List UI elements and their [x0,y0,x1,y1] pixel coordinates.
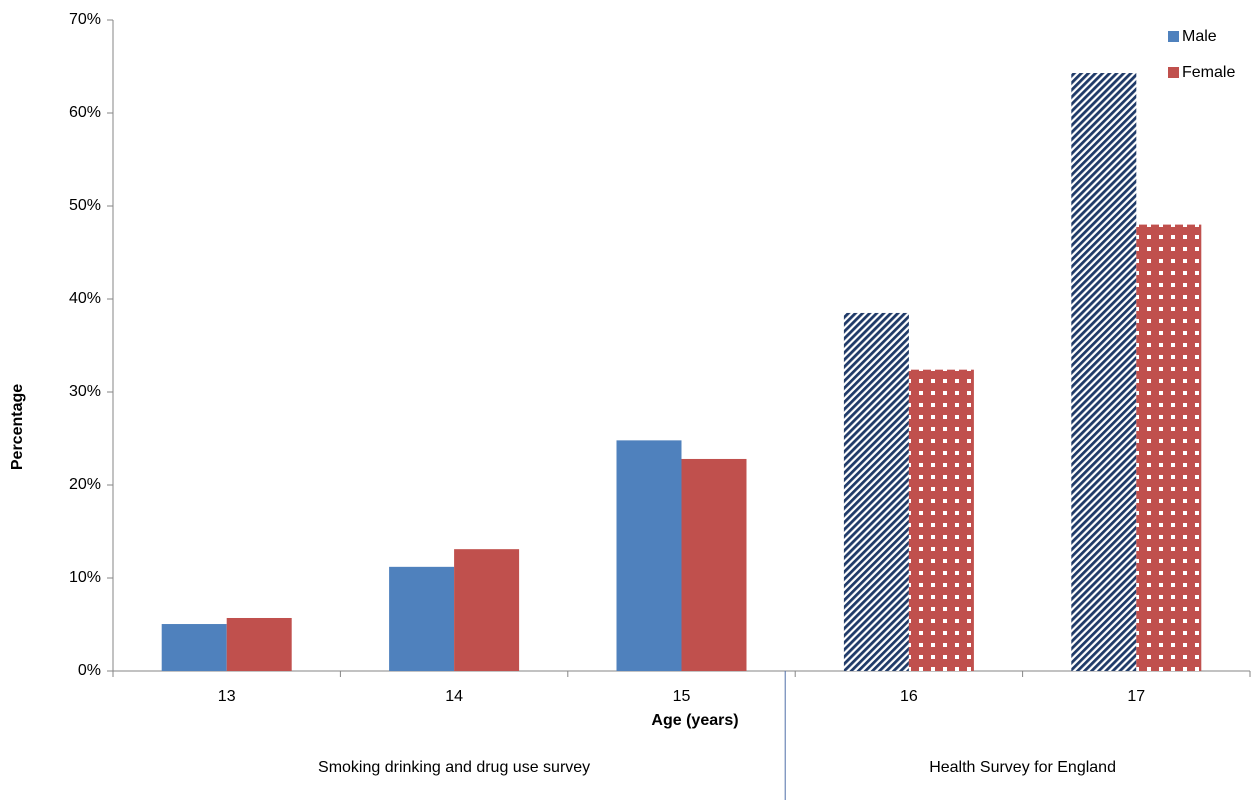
bar [1136,224,1202,671]
bar [226,617,292,671]
bar [161,624,227,671]
y-tick-label: 60% [69,104,101,121]
bar [908,369,974,671]
legend-swatch [1168,31,1179,42]
y-tick-label: 40% [69,290,101,307]
bar [616,440,682,671]
bar [681,458,747,671]
bar [843,312,909,671]
group-label: Smoking drinking and drug use survey [318,759,590,776]
y-tick-label: 0% [78,662,101,679]
x-axis-title: Age (years) [651,712,738,729]
legend-label: Female [1182,64,1235,81]
bar [454,549,520,671]
x-tick-label: 17 [1127,688,1145,705]
x-tick-label: 14 [445,688,463,705]
y-axis-title: Percentage [9,384,26,470]
legend-label: Male [1182,28,1217,45]
y-tick-label: 70% [69,11,101,28]
bar [389,566,455,671]
bar [1071,73,1137,671]
group-label: Health Survey for England [929,759,1116,776]
y-tick-label: 30% [69,383,101,400]
y-tick-label: 50% [69,197,101,214]
y-tick-label: 20% [69,476,101,493]
x-tick-label: 16 [900,688,918,705]
y-tick-label: 10% [69,569,101,586]
legend-swatch [1168,67,1179,78]
x-tick-label: 15 [673,688,691,705]
x-tick-label: 13 [218,688,236,705]
